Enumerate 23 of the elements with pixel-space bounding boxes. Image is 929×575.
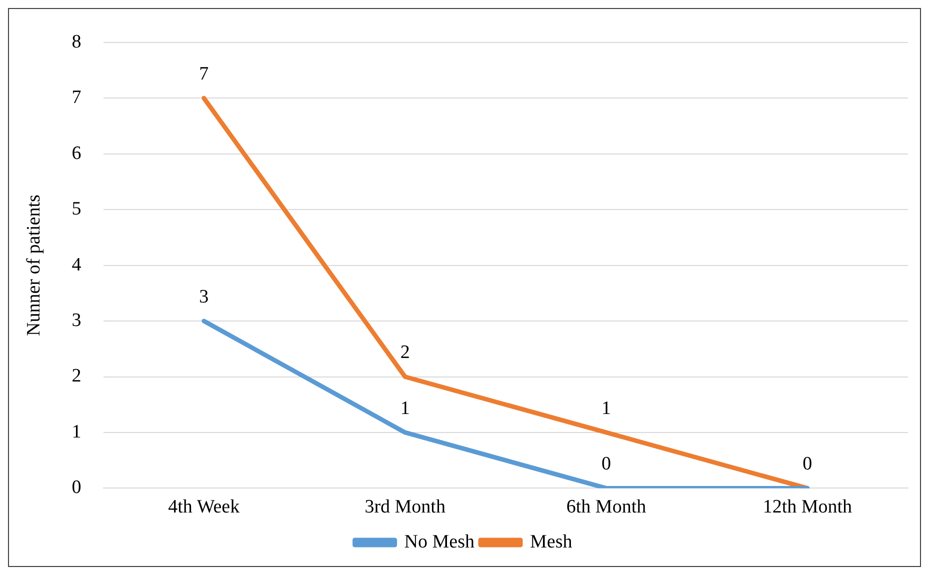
y-tick-label: 3 xyxy=(72,310,82,332)
legend-label: No Mesh xyxy=(404,531,475,552)
y-tick-label: 1 xyxy=(72,421,82,442)
data-label: 0 xyxy=(802,454,812,475)
legend-label: Mesh xyxy=(530,531,573,552)
y-tick-label: 8 xyxy=(72,31,82,52)
data-label: 0 xyxy=(601,454,611,475)
y-tick-label: 5 xyxy=(72,198,82,220)
y-tick-label: 2 xyxy=(72,366,82,387)
data-label: 3 xyxy=(199,286,209,308)
data-label: 1 xyxy=(400,398,410,419)
data-label: 2 xyxy=(400,342,410,364)
y-tick-label: 4 xyxy=(72,254,82,276)
y-axis-title: Nunner of patients xyxy=(23,194,44,336)
y-tick-label: 0 xyxy=(72,477,82,498)
x-tick-label: 4th Week xyxy=(168,496,240,518)
y-tick-label: 7 xyxy=(72,87,82,108)
data-label: 1 xyxy=(601,398,611,419)
data-label: 7 xyxy=(199,64,209,85)
x-tick-label: 6th Month xyxy=(566,496,647,518)
y-tick-label: 6 xyxy=(72,142,82,164)
x-tick-label: 12th Month xyxy=(762,496,853,518)
x-tick-label: 3rd Month xyxy=(364,496,446,518)
